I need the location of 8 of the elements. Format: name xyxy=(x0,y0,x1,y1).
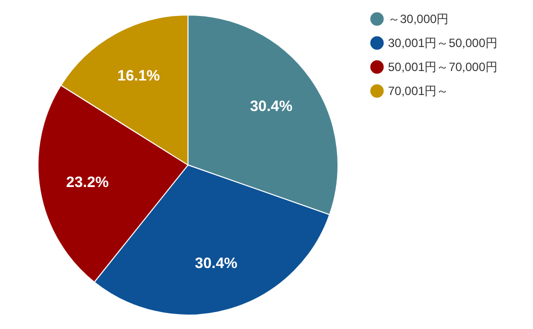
data-label: 16.1% xyxy=(117,68,160,85)
data-label: 23.2% xyxy=(66,174,109,192)
legend-label: ～30,000円 xyxy=(388,12,449,26)
data-label: 30.4% xyxy=(250,98,292,116)
legend-label: 50,001円～70,000円 xyxy=(388,60,498,74)
data-label: 30.4% xyxy=(194,255,238,272)
legend-label: 30,001円～50,000円 xyxy=(388,36,498,50)
legend-label: 70,001円～ xyxy=(388,84,449,98)
